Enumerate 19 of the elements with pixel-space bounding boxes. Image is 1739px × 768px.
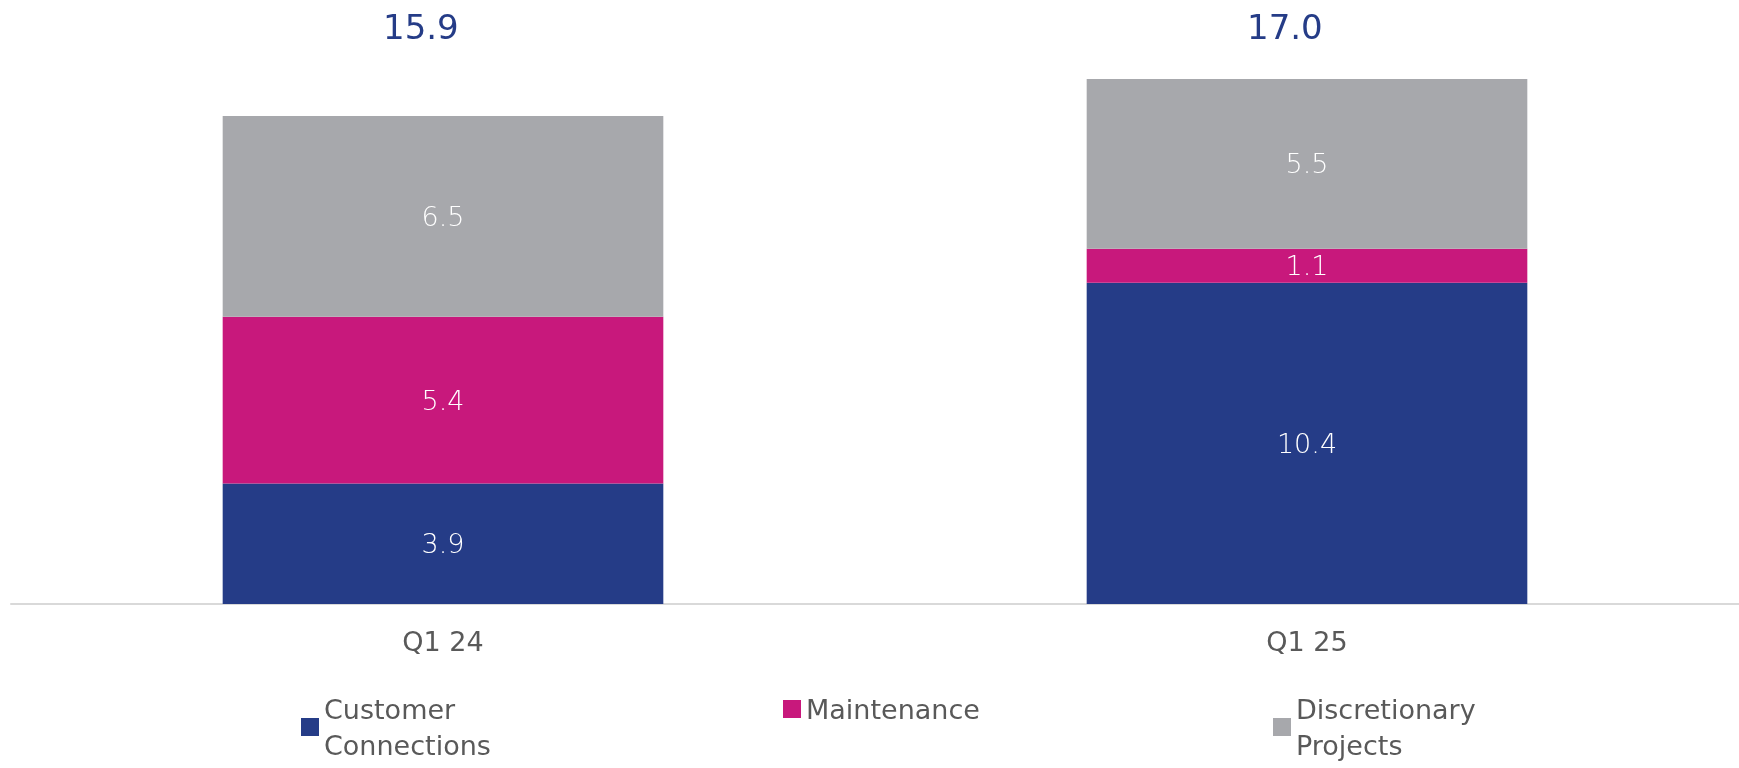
- bar: [1086, 79, 1528, 249]
- data-label: 3.9: [421, 528, 465, 560]
- legend-label: Discretionary Projects: [1296, 693, 1485, 761]
- data-label: 5.5: [1285, 148, 1329, 180]
- data-label: 10.4: [1276, 427, 1338, 459]
- legend-label: Customer Connections: [324, 693, 491, 761]
- bar: [1086, 282, 1528, 604]
- x-tick-label: Q1 24: [402, 626, 484, 657]
- total-label: 17.0: [1247, 7, 1323, 47]
- data-label: 6.5: [421, 200, 465, 232]
- total-label: 15.9: [383, 7, 459, 47]
- data-label: 1.1: [1285, 250, 1329, 282]
- data-label: 5.4: [421, 384, 465, 416]
- bar: [222, 316, 664, 484]
- bar: [1086, 248, 1528, 283]
- x-tick-label: Q1 25: [1266, 626, 1348, 657]
- bar: [222, 483, 664, 604]
- bar: [222, 116, 664, 317]
- legend-label: Maintenance: [806, 693, 980, 725]
